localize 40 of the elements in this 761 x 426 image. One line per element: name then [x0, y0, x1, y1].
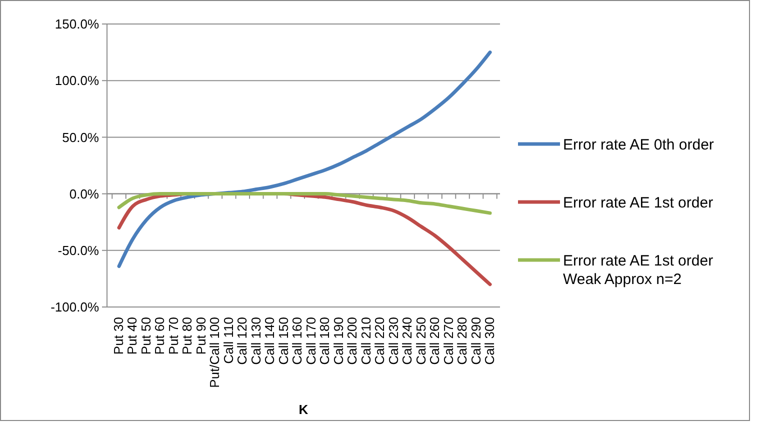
x-tick-label: Call 130 [248, 317, 264, 365]
x-tick-label: Call 140 [262, 317, 278, 365]
legend-label: Error rate AE 1st order Weak Approx n=2 [563, 252, 714, 288]
x-tick-label: Call 210 [358, 317, 374, 365]
x-tick-label: Call 250 [413, 317, 428, 365]
x-tick-label: Call 240 [400, 317, 415, 365]
legend-label: Error rate AE 1st order [563, 194, 714, 212]
x-tick-label: Call 200 [344, 317, 360, 365]
line-series [117, 50, 492, 268]
x-tick-label: Call 110 [220, 317, 236, 364]
x-axis-title: K [298, 402, 309, 417]
x-tick-label: Call 170 [303, 317, 318, 365]
x-tick-label: Put/Call 100 [207, 317, 222, 388]
y-tick-label: -50.0% [58, 242, 100, 258]
y-tick-label: 150.0% [54, 16, 100, 32]
x-tick-label: Call 230 [386, 317, 401, 365]
x-tick-label: Put 90 [193, 317, 208, 355]
x-tick-label: Call 160 [290, 317, 305, 365]
x-tick-label: Put 40 [124, 317, 140, 355]
x-tick-label: Call 270 [440, 317, 456, 365]
x-tick-label: Call 280 [454, 317, 470, 365]
x-tick-label: Put 60 [152, 317, 168, 355]
x-tick-label: Put 80 [180, 317, 195, 355]
x-tick-label: Put 30 [111, 317, 126, 355]
x-tick-label: Put 70 [166, 317, 181, 355]
y-tick-label: -100.0% [50, 300, 100, 315]
x-tick-label: Call 180 [317, 317, 332, 365]
legend-label: Error rate AE 0th order [563, 136, 714, 154]
x-tick-label: Call 220 [372, 317, 388, 365]
x-tick-label: Call 150 [276, 317, 291, 365]
y-tick-label: 100.0% [54, 73, 100, 88]
x-tick-label: Call 120 [234, 317, 250, 365]
x-tick-label: Call 300 [482, 317, 497, 365]
x-tick-label: Call 260 [427, 317, 442, 365]
y-tick-label: 0.0% [69, 186, 100, 202]
line-series [117, 192, 492, 215]
y-tick-label: 50.0% [62, 130, 100, 145]
x-tick-label: Call 190 [330, 317, 346, 365]
x-tick-label: Call 290 [468, 317, 484, 365]
x-tick-label: Put 50 [138, 317, 154, 355]
